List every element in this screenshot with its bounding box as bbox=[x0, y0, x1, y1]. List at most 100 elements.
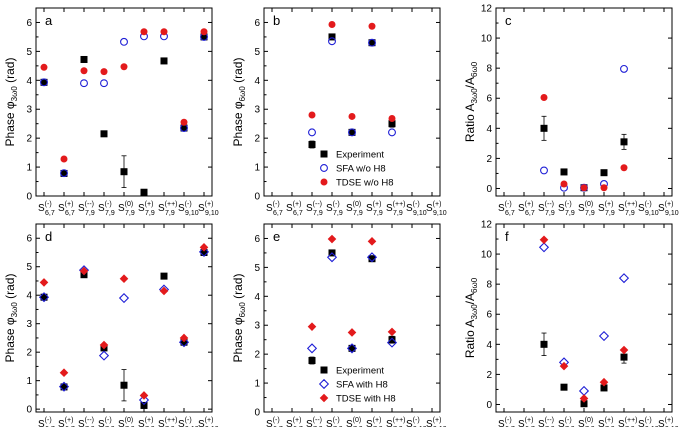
data-point bbox=[79, 266, 89, 276]
y-tick-label: 4 bbox=[486, 124, 492, 135]
series-tdse-w-o-h8 bbox=[40, 28, 208, 163]
data-point bbox=[538, 242, 550, 253]
y-tick-label: 6 bbox=[486, 310, 492, 321]
x-tick-label: S(0)7,9 bbox=[578, 201, 595, 217]
x-tick-label: S(-)6,7 bbox=[38, 417, 55, 427]
y-tick-label: 6 bbox=[254, 18, 260, 29]
data-point bbox=[618, 273, 630, 284]
panel-label: b bbox=[273, 13, 280, 28]
series-experiment bbox=[308, 249, 396, 365]
x-tick-label: S(-)7,9 bbox=[98, 417, 115, 427]
data-point bbox=[368, 22, 376, 30]
data-point bbox=[600, 384, 608, 392]
x-tick-label: S(--)7,9 bbox=[78, 417, 95, 427]
data-point bbox=[540, 93, 548, 101]
x-tick-label: S(0)7,9 bbox=[118, 201, 135, 217]
panel-d: 0 1 2 3 4 5 6 S(-)6,7S(+)6,7S(--)7,9S(-)7,9S(0)… bbox=[3, 223, 219, 427]
data-point bbox=[560, 383, 568, 391]
data-point bbox=[198, 246, 210, 257]
data-point bbox=[119, 274, 129, 283]
data-point bbox=[328, 33, 336, 41]
series-sfa-with-h8 bbox=[538, 242, 630, 397]
y-tick-label: 10 bbox=[481, 34, 493, 45]
data-point bbox=[40, 78, 48, 86]
data-point bbox=[560, 180, 568, 188]
x-tick-label: S(0)7,9 bbox=[578, 417, 595, 427]
x-tick-label: S(-)7,9 bbox=[98, 201, 115, 217]
data-point bbox=[327, 234, 337, 244]
series-experiment bbox=[540, 115, 628, 192]
data-point bbox=[118, 292, 130, 304]
x-tick-label: S(+)7,9 bbox=[138, 201, 155, 217]
x-tick-label: S(++)7,9 bbox=[386, 201, 406, 217]
x-tick-label: S(0)7,9 bbox=[118, 417, 135, 427]
y-tick-label: 6 bbox=[26, 18, 32, 29]
data-point bbox=[120, 37, 128, 46]
data-point bbox=[80, 55, 88, 63]
data-point bbox=[100, 79, 108, 88]
series-experiment bbox=[308, 33, 396, 149]
x-tick-label: S(++)7,9 bbox=[386, 417, 406, 427]
x-tick-label: S(+)7,9 bbox=[598, 201, 615, 217]
data-point bbox=[388, 120, 396, 128]
y-tick-label: 2 bbox=[254, 134, 260, 145]
data-point bbox=[328, 20, 336, 28]
data-point bbox=[200, 248, 208, 256]
x-tick-label: S(--)7,9 bbox=[538, 201, 555, 217]
data-point bbox=[326, 252, 338, 263]
data-point bbox=[540, 340, 548, 348]
panel-e: 0 1 2 3 4 5 6 S(-)6,7S(+)6,7S(--)7,9S(-)7,9S(0)… bbox=[231, 223, 447, 427]
x-tick-label: S(-)9,10 bbox=[638, 201, 659, 217]
x-tick-label: S(+)6,7 bbox=[518, 201, 535, 217]
y-tick-label: 2 bbox=[486, 154, 492, 165]
x-tick-label: S(--)7,9 bbox=[306, 201, 323, 217]
y-tick-label: 3 bbox=[26, 319, 32, 330]
y-tick-label: 12 bbox=[481, 4, 493, 15]
series-tdse-with-h8 bbox=[539, 235, 629, 403]
data-point bbox=[580, 184, 588, 192]
data-point bbox=[348, 112, 356, 120]
data-point bbox=[620, 353, 628, 361]
legend-marker bbox=[318, 378, 330, 390]
x-tick-label: S(-)9,10 bbox=[406, 201, 427, 217]
y-tick-label: 2 bbox=[26, 134, 32, 145]
data-point bbox=[388, 336, 396, 344]
x-tick-label: S(+)9,10 bbox=[426, 201, 447, 217]
y-axis-label: Ratio A3ω0/A6ω0 bbox=[463, 61, 479, 142]
data-point bbox=[306, 343, 318, 354]
legend-entry: SFA with H8 bbox=[336, 380, 388, 391]
x-tick-label: S(+)9,10 bbox=[198, 417, 219, 427]
data-point bbox=[160, 57, 168, 65]
data-point bbox=[39, 278, 49, 287]
x-tick-label: S(+)6,7 bbox=[58, 201, 75, 217]
data-point bbox=[368, 255, 376, 263]
data-point bbox=[559, 361, 569, 371]
y-tick-label: 5 bbox=[254, 47, 260, 58]
legend: Experiment SFA w/o H8 TDSE w/o H8 bbox=[320, 150, 394, 189]
data-point bbox=[540, 124, 548, 132]
y-tick-label: 4 bbox=[486, 340, 492, 351]
y-tick-label: 6 bbox=[486, 94, 492, 105]
legend-marker bbox=[319, 393, 329, 403]
data-point bbox=[80, 67, 88, 75]
data-point bbox=[308, 357, 316, 365]
data-point bbox=[368, 39, 376, 47]
y-tick-label: 5 bbox=[26, 262, 32, 273]
panel-label: c bbox=[505, 13, 512, 28]
data-point bbox=[60, 155, 68, 163]
x-tick-label: S(-)7,9 bbox=[558, 417, 575, 427]
x-tick-label: S(--)7,9 bbox=[78, 201, 95, 217]
data-point bbox=[388, 128, 396, 137]
series-tdse-w-o-h8 bbox=[540, 93, 628, 192]
x-tick-label: S(--)7,9 bbox=[538, 417, 555, 427]
data-point bbox=[180, 124, 188, 132]
data-point bbox=[346, 343, 358, 354]
x-tick-label: S(-)7,9 bbox=[326, 201, 343, 217]
x-tick-label: S(-)6,7 bbox=[38, 201, 55, 217]
data-point bbox=[98, 350, 110, 361]
data-point bbox=[180, 118, 188, 126]
legend-marker bbox=[320, 178, 328, 186]
data-point bbox=[620, 64, 628, 73]
panel-label: e bbox=[273, 229, 280, 244]
